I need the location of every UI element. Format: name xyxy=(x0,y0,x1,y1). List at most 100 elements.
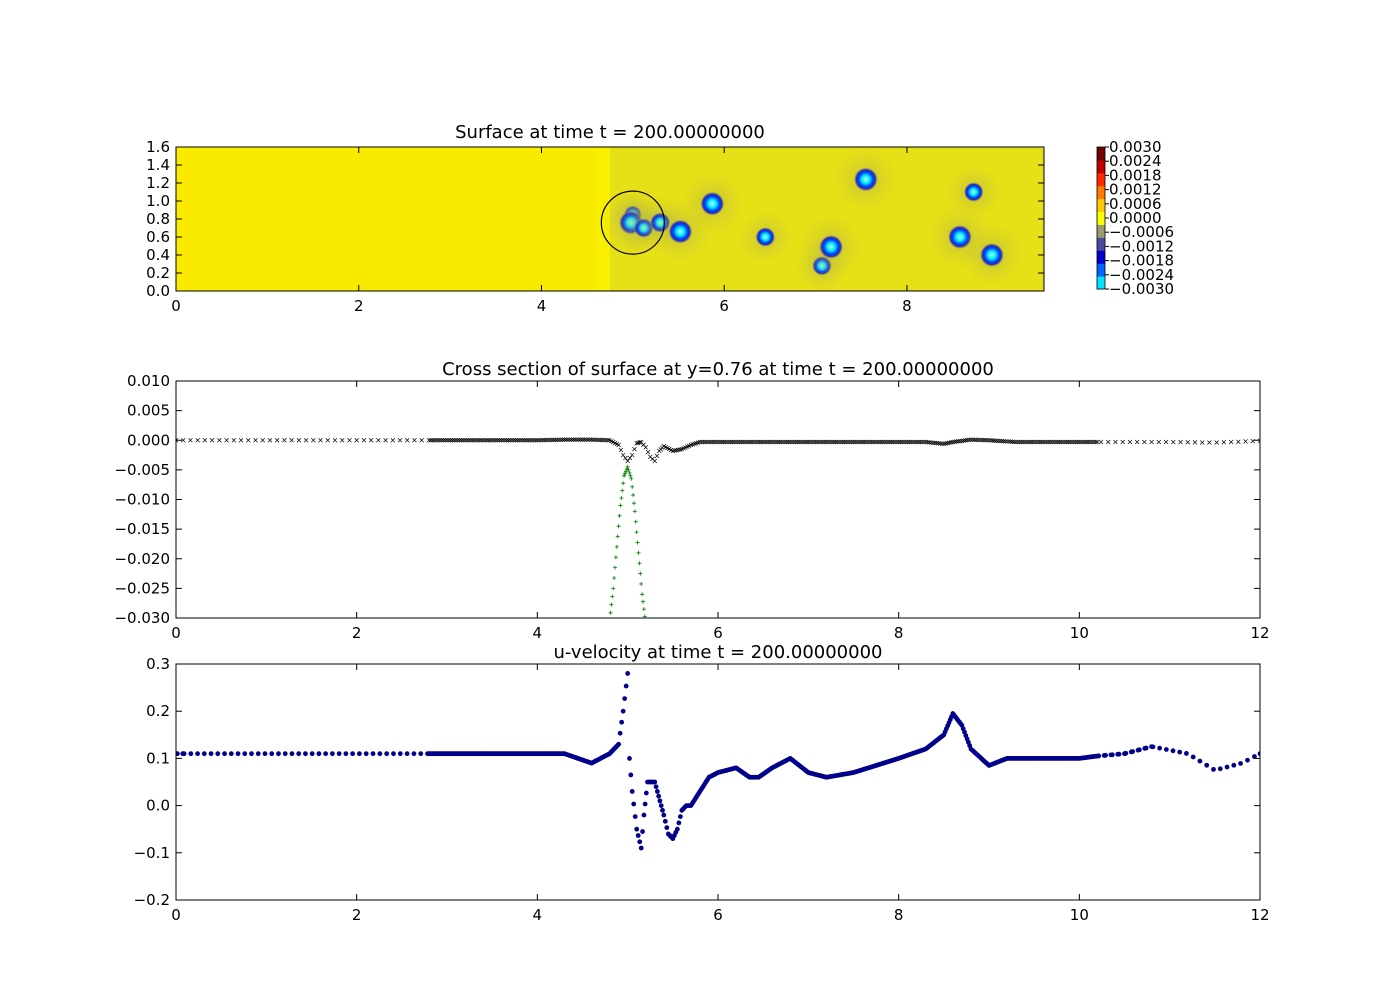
velocity-point xyxy=(642,801,648,807)
velocity-ytick-label: 0.3 xyxy=(146,655,170,673)
cross-section-point xyxy=(1243,439,1248,444)
cross-section-point xyxy=(231,438,237,443)
cross-section-point xyxy=(623,455,628,461)
initial-profile-point xyxy=(632,509,637,514)
cross-section-point xyxy=(1031,439,1037,445)
cross-section-point xyxy=(524,438,529,443)
cross-section-ytick-label: −0.030 xyxy=(114,609,170,627)
cross-section-point xyxy=(441,438,446,443)
cross-section-point xyxy=(840,439,845,445)
cross-section-point xyxy=(513,438,518,443)
cross-section-point xyxy=(637,440,642,445)
velocity-point xyxy=(411,751,417,757)
velocity-frame xyxy=(175,663,1261,901)
cross-section-point xyxy=(1051,439,1057,445)
cross-section-point xyxy=(311,438,316,443)
cross-section-xtick-label: 8 xyxy=(894,624,904,642)
cross-section-point xyxy=(939,441,945,446)
cross-section-point xyxy=(856,439,862,445)
cross-section-point xyxy=(571,437,576,442)
cross-section-point xyxy=(520,438,526,443)
velocity-points xyxy=(176,671,1260,851)
cross-section-point xyxy=(728,439,733,445)
initial-profile-point xyxy=(635,540,640,545)
cross-section-point xyxy=(576,437,582,442)
cross-section-point xyxy=(482,438,488,443)
cross-section-point xyxy=(217,438,222,443)
cross-section-point xyxy=(1250,438,1256,444)
cross-section-point xyxy=(1178,439,1183,445)
cross-section-point xyxy=(703,439,708,445)
cross-section-point xyxy=(594,437,600,443)
heatmap-ytick-label: 1.4 xyxy=(146,156,170,174)
cross-section-point xyxy=(498,438,504,443)
cross-section-point xyxy=(858,439,863,445)
cross-section-point xyxy=(654,453,660,459)
cross-section-ytick-label: −0.005 xyxy=(114,461,170,479)
cross-section-point xyxy=(981,437,986,443)
velocity-point xyxy=(181,751,187,757)
velocity-point xyxy=(640,829,645,834)
cross-section-point xyxy=(748,439,753,445)
cross-section-point xyxy=(468,438,473,443)
cross-section-point xyxy=(961,438,966,443)
velocity-point xyxy=(215,751,221,757)
cross-section-point xyxy=(296,438,302,443)
cross-section-point xyxy=(724,439,730,445)
velocity-point xyxy=(1137,747,1142,753)
velocity-point xyxy=(677,814,683,820)
velocity-xtick-label: 6 xyxy=(713,906,723,924)
cross-section-point xyxy=(798,439,804,445)
velocity-point xyxy=(619,719,625,725)
cross-section-point xyxy=(1127,439,1133,445)
cross-section-point xyxy=(538,437,544,443)
cross-section-xtick-label: 2 xyxy=(352,624,362,642)
velocity-xtick-label: 8 xyxy=(894,906,904,924)
velocity-point xyxy=(1170,748,1176,754)
cross-section-point xyxy=(706,439,712,445)
colorbar-band xyxy=(1097,224,1105,238)
velocity-point xyxy=(249,751,254,757)
cross-section-point xyxy=(518,438,524,443)
velocity-point xyxy=(632,814,638,820)
cross-section-point xyxy=(547,437,553,443)
cross-section-point xyxy=(768,439,773,445)
heatmap-xtick-label: 8 xyxy=(902,297,912,315)
velocity-point xyxy=(616,741,622,747)
cross-section-point xyxy=(540,437,546,443)
initial-profile-point xyxy=(613,555,618,560)
cross-section-point xyxy=(818,439,824,445)
colorbar-band xyxy=(1097,147,1105,161)
cross-section-point xyxy=(446,438,452,443)
velocity-ytick-label: 0.2 xyxy=(146,702,170,720)
cross-section-point xyxy=(827,439,833,445)
velocity-point xyxy=(628,772,634,778)
cross-section-point xyxy=(777,439,782,445)
cross-section-point xyxy=(979,437,985,443)
cross-section-point xyxy=(1004,439,1010,444)
cross-section-point xyxy=(437,438,443,443)
cross-section-point xyxy=(560,437,565,442)
heatmap-xtick-label: 4 xyxy=(537,297,547,315)
initial-profile-point xyxy=(628,473,633,478)
cross-section-point xyxy=(829,439,835,445)
velocity-point xyxy=(676,820,682,826)
cross-section-point xyxy=(1039,439,1044,445)
cross-section-point xyxy=(1028,439,1033,445)
cross-section-point xyxy=(1053,439,1059,445)
cross-section-point xyxy=(789,439,795,445)
cross-section-point xyxy=(426,438,432,443)
cross-section-point xyxy=(919,439,925,445)
cross-section-point xyxy=(1019,439,1024,445)
cross-section-point xyxy=(598,437,603,443)
cross-section-point xyxy=(1082,439,1087,445)
cross-section-point xyxy=(1084,439,1089,445)
cross-section-point xyxy=(871,439,876,445)
cross-section-point xyxy=(1046,439,1051,445)
velocity-point xyxy=(323,751,329,757)
cross-section-axes: 0 2 4 6 8 10 12 0.010 0.005 0.000 −0.005 −0.010 −0.0… xyxy=(114,372,1269,642)
cross-section-point xyxy=(755,439,760,445)
cross-section-point xyxy=(759,439,764,445)
colorbar-band xyxy=(1097,159,1105,174)
cross-section-point xyxy=(1171,439,1176,445)
